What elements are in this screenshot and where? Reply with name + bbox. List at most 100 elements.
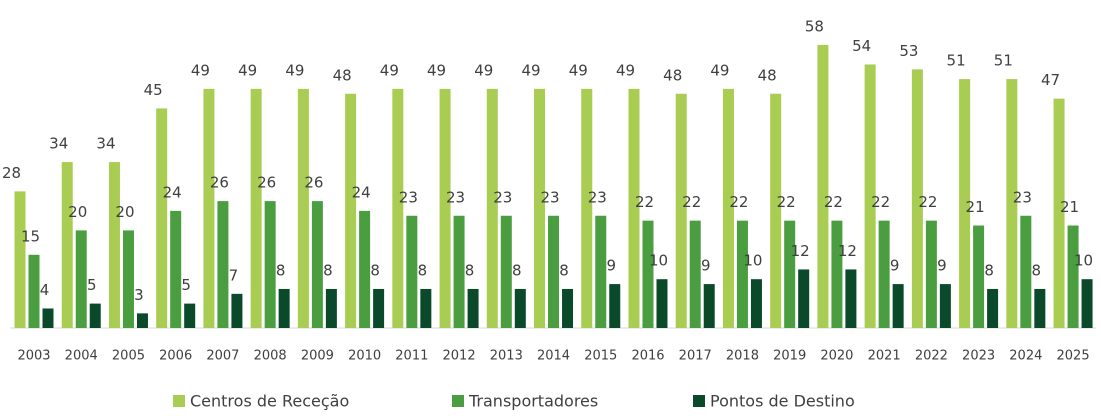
bar xyxy=(911,69,923,329)
x-tick-label: 2015 xyxy=(584,349,617,364)
value-label: 3 xyxy=(134,286,144,304)
bar xyxy=(548,215,560,328)
value-label: 8 xyxy=(276,261,286,279)
value-label: 9 xyxy=(937,257,947,275)
bar xyxy=(14,191,26,328)
bar xyxy=(784,220,796,328)
value-label: 8 xyxy=(465,261,475,279)
bar xyxy=(217,201,229,328)
bar xyxy=(595,215,607,328)
bar xyxy=(534,88,546,328)
bar xyxy=(136,313,148,328)
x-tick-label: 2005 xyxy=(112,349,145,364)
bar xyxy=(467,288,479,328)
bar xyxy=(514,288,526,328)
value-label: 8 xyxy=(559,261,569,279)
value-label: 8 xyxy=(418,261,428,279)
x-tick-label: 2019 xyxy=(773,349,806,364)
value-label: 47 xyxy=(1041,71,1060,89)
value-label: 49 xyxy=(285,61,304,79)
bar xyxy=(311,201,323,328)
x-tick-label: 2003 xyxy=(17,349,50,364)
value-label: 10 xyxy=(1074,252,1093,270)
bar xyxy=(406,215,418,328)
bar xyxy=(345,93,357,328)
bar xyxy=(703,284,715,328)
legend-label: Pontos de Destino xyxy=(710,392,855,411)
bar xyxy=(297,88,309,328)
bar xyxy=(1067,225,1079,328)
legend-swatch xyxy=(173,395,185,407)
x-tick-label: 2008 xyxy=(254,349,287,364)
value-label: 22 xyxy=(682,193,701,211)
legend-label: Transportadores xyxy=(468,392,598,411)
bar xyxy=(817,44,829,329)
x-tick-label: 2020 xyxy=(820,349,853,364)
value-label: 5 xyxy=(87,276,97,294)
value-label: 45 xyxy=(144,81,163,99)
value-label: 34 xyxy=(49,135,68,153)
bar xyxy=(642,220,654,328)
value-label: 23 xyxy=(446,188,465,206)
bar xyxy=(1053,98,1065,328)
x-tick-label: 2025 xyxy=(1057,349,1090,364)
bar xyxy=(75,230,87,328)
value-label: 49 xyxy=(616,61,635,79)
bar xyxy=(250,88,262,328)
bar xyxy=(122,230,134,328)
bar xyxy=(420,288,432,328)
bar xyxy=(845,269,857,328)
value-label: 22 xyxy=(777,193,796,211)
x-tick-label: 2011 xyxy=(395,349,428,364)
x-tick-label: 2018 xyxy=(726,349,759,364)
x-tick-label: 2021 xyxy=(868,349,901,364)
bar xyxy=(28,254,40,328)
x-tick-label: 2024 xyxy=(1009,349,1042,364)
x-tick-label: 2009 xyxy=(301,349,334,364)
value-label: 49 xyxy=(380,61,399,79)
bar xyxy=(973,225,985,328)
value-label: 23 xyxy=(588,188,607,206)
value-label: 12 xyxy=(838,242,857,260)
bar xyxy=(453,215,465,328)
x-tick-label: 2014 xyxy=(537,349,570,364)
bar xyxy=(722,88,734,328)
bar xyxy=(609,284,621,328)
bar xyxy=(1034,288,1046,328)
value-label: 49 xyxy=(238,61,257,79)
x-tick-label: 2010 xyxy=(348,349,381,364)
bar xyxy=(500,215,512,328)
value-label: 8 xyxy=(323,261,333,279)
value-label: 8 xyxy=(512,261,522,279)
bar xyxy=(987,288,999,328)
bar xyxy=(42,308,54,328)
bar xyxy=(1006,79,1018,329)
bar xyxy=(864,64,876,328)
value-label: 22 xyxy=(824,193,843,211)
bar xyxy=(562,288,574,328)
value-label: 51 xyxy=(947,52,966,70)
value-label: 23 xyxy=(493,188,512,206)
value-label: 5 xyxy=(181,276,191,294)
value-label: 22 xyxy=(871,193,890,211)
value-label: 49 xyxy=(569,61,588,79)
value-label: 9 xyxy=(606,257,616,275)
bar xyxy=(61,162,73,328)
bar xyxy=(1081,279,1093,328)
bar xyxy=(798,269,810,328)
value-label: 22 xyxy=(635,193,654,211)
value-label: 8 xyxy=(984,261,994,279)
bar xyxy=(628,88,640,328)
value-label: 51 xyxy=(994,52,1013,70)
value-label: 20 xyxy=(68,203,87,221)
bar xyxy=(1020,215,1032,328)
bar xyxy=(170,210,182,328)
x-tick-label: 2013 xyxy=(490,349,523,364)
value-label: 8 xyxy=(370,261,380,279)
bar xyxy=(373,288,385,328)
value-label: 48 xyxy=(758,66,777,84)
value-label: 22 xyxy=(729,193,748,211)
value-label: 58 xyxy=(805,17,824,35)
bar xyxy=(736,220,748,328)
bar xyxy=(675,93,687,328)
